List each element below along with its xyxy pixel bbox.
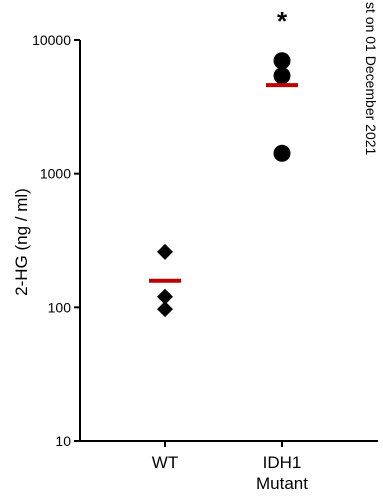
x-tick-label: IDH1	[263, 453, 302, 472]
y-axis-title: 2-HG (ng / ml)	[12, 188, 31, 296]
data-point-diamond	[157, 301, 173, 318]
x-tick-label: Mutant	[256, 474, 308, 493]
significance-marker: *	[277, 6, 288, 36]
data-point-diamond	[157, 243, 173, 260]
axes: 10 100 1000 10000 WT IDH1 Mutant	[32, 32, 378, 493]
watermark: st on 01 December 2021	[363, 2, 379, 156]
data-point-circle	[273, 67, 291, 85]
y-tick-label: 10000	[32, 32, 71, 48]
y-tick-label: 1000	[40, 166, 71, 182]
data-point-circle	[273, 144, 291, 162]
data-point-circle	[273, 52, 291, 70]
data-marks: *	[149, 6, 298, 318]
data-point-diamond	[157, 288, 173, 305]
y-tick-label: 10	[55, 433, 71, 449]
x-tick-label: WT	[152, 453, 178, 472]
y-tick-label: 100	[48, 299, 72, 315]
